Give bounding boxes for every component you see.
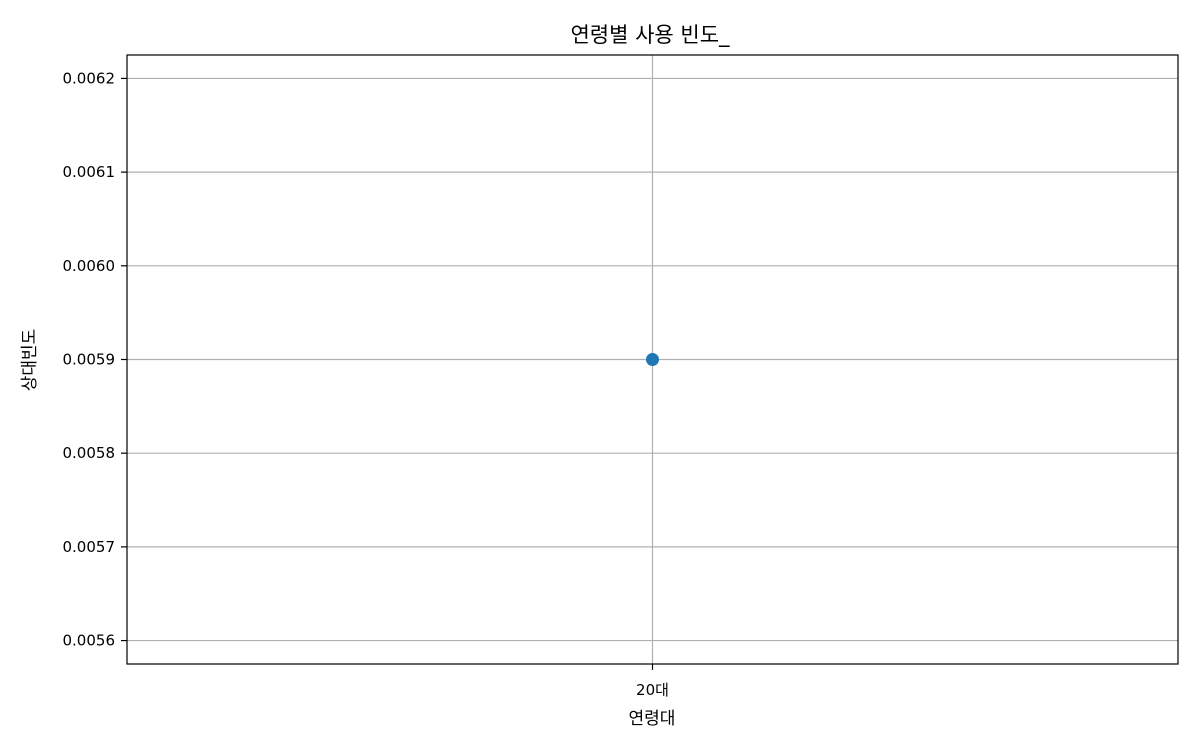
y-tick-label: 0.0062	[63, 69, 116, 87]
y-tick-label: 0.0061	[63, 163, 116, 181]
y-tick-label: 0.0059	[63, 351, 116, 369]
y-axis: 0.0056 0.0057 0.0058 0.0059 0.0060 0.0061 0.00…	[63, 69, 127, 650]
x-tick-label: 20대	[636, 681, 669, 699]
y-tick-label: 0.0058	[63, 444, 116, 462]
y-tick-label: 0.0056	[63, 632, 116, 650]
series	[646, 353, 659, 366]
y-axis-label: 상대빈도	[20, 329, 40, 392]
chart-title: 연령별 사용 빈도_	[570, 23, 730, 48]
x-axis-label: 연령대	[629, 709, 676, 729]
y-tick-label: 0.0057	[63, 538, 116, 556]
data-point	[646, 353, 659, 366]
x-axis: 20대	[636, 664, 669, 699]
grid	[127, 55, 1178, 664]
y-tick-label: 0.0060	[63, 257, 116, 275]
